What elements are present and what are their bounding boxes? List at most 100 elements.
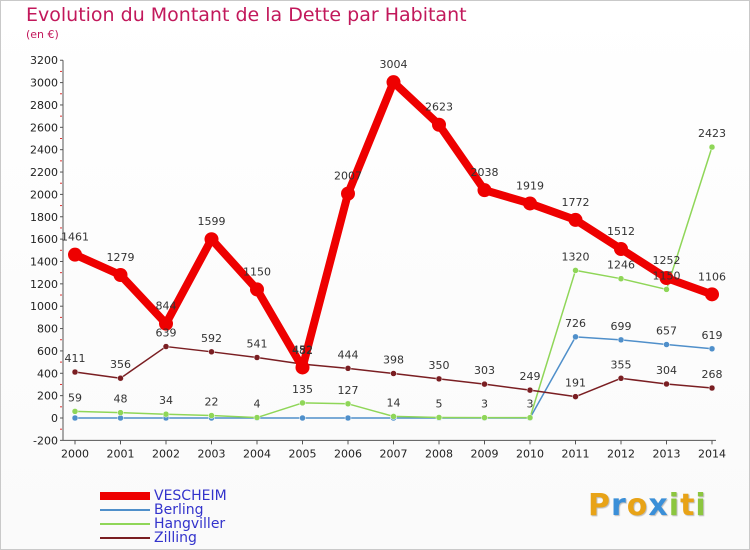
data-label-hangviller: 59: [68, 391, 82, 404]
data-point-zilling: [253, 354, 261, 361]
series-line-hangviller: [74, 146, 713, 419]
data-point-vescheim: [659, 271, 674, 286]
logo-letter: r: [611, 488, 627, 523]
data-point-hangviller: [390, 413, 397, 420]
x-tick-label: 2007: [380, 447, 408, 460]
data-label-vescheim: 2038: [471, 166, 499, 179]
data-label-vescheim: 844: [156, 300, 177, 313]
data-label-zilling: 304: [656, 364, 677, 377]
legend-item-zilling: Zilling: [100, 531, 197, 545]
data-label-hangviller: 135: [292, 383, 313, 396]
y-tick-label: 1000: [30, 300, 58, 313]
data-label-vescheim: 2623: [425, 101, 453, 114]
data-label-berling: 699: [611, 320, 632, 333]
x-tick-label: 2013: [653, 447, 681, 460]
legend-label-zilling: Zilling: [154, 530, 197, 546]
data-label-vescheim: 1772: [562, 196, 590, 209]
x-tick-label: 2011: [562, 447, 590, 460]
data-label-zilling: 249: [520, 370, 541, 383]
data-point-vescheim: [477, 183, 492, 198]
data-label-vescheim: 3004: [380, 58, 408, 71]
x-tick-label: 2003: [198, 447, 226, 460]
data-label-zilling: 411: [65, 352, 86, 365]
data-label-zilling: 592: [201, 332, 222, 345]
data-point-vescheim: [386, 75, 401, 90]
y-tick-label: 3200: [30, 54, 58, 67]
data-point-zilling: [208, 348, 215, 356]
x-tick-label: 2008: [425, 447, 453, 460]
y-tick-label: 1600: [30, 233, 58, 246]
data-point-zilling: [344, 365, 352, 372]
data-point-hangviller: [663, 286, 670, 293]
data-point-berling: [708, 345, 716, 353]
data-label-zilling: 303: [474, 364, 495, 377]
data-point-zilling: [117, 374, 124, 382]
data-label-vescheim: 1919: [516, 179, 544, 192]
data-point-berling: [572, 333, 579, 341]
y-tick-label: -200: [33, 434, 58, 447]
data-point-vescheim: [204, 232, 219, 247]
y-tick-label: 1800: [30, 211, 58, 224]
data-point-hangviller: [708, 143, 716, 151]
chart-subtitle: (en €): [26, 28, 59, 41]
logo-letter: x: [648, 488, 669, 523]
data-label-hangviller: 1150: [653, 269, 681, 282]
data-point-zilling: [71, 368, 79, 376]
data-point-berling: [617, 336, 625, 344]
data-point-vescheim: [705, 287, 719, 302]
proxiti-logo: Proxiti: [588, 488, 707, 523]
legend-item-hangviller: Hangviller: [100, 517, 225, 531]
data-label-vescheim: 1106: [698, 270, 726, 283]
y-tick-label: 2200: [30, 166, 58, 179]
data-point-berling: [299, 414, 306, 422]
data-label-hangviller: 2423: [698, 127, 726, 140]
data-label-vescheim: 1279: [107, 251, 135, 264]
data-point-hangviller: [117, 409, 124, 416]
data-point-vescheim: [113, 268, 128, 283]
y-tick-label: 600: [37, 345, 58, 358]
x-tick-label: 2014: [698, 447, 726, 460]
legend-label-hangviller: Hangviller: [154, 516, 226, 532]
data-label-hangviller: 48: [114, 393, 128, 406]
data-label-zilling: 398: [383, 354, 404, 367]
chart-title: Evolution du Montant de la Dette par Hab…: [26, 4, 467, 26]
data-label-hangviller: 3: [527, 398, 534, 411]
data-point-berling: [117, 414, 124, 422]
y-tick-label: 2000: [30, 188, 58, 201]
data-point-vescheim: [523, 196, 537, 211]
data-point-zilling: [617, 375, 625, 382]
data-point-zilling: [526, 386, 534, 394]
data-label-vescheim: 2007: [334, 170, 362, 183]
legend-swatch-berling: [100, 509, 150, 511]
y-tick-label: 1200: [30, 278, 58, 291]
data-point-hangviller: [344, 400, 352, 408]
data-label-hangviller: 5: [436, 397, 443, 410]
data-label-vescheim: 452: [292, 343, 313, 356]
legend-item-berling: Berling: [100, 503, 204, 517]
data-label-vescheim: 1599: [198, 215, 226, 228]
data-point-hangviller: [572, 267, 579, 274]
data-label-zilling: 444: [338, 348, 359, 361]
y-tick-label: 3000: [30, 77, 58, 90]
logo-letter: i: [668, 488, 681, 523]
data-label-hangviller: 3: [481, 398, 488, 411]
x-tick-label: 2000: [61, 447, 89, 460]
data-label-hangviller: 4: [254, 398, 261, 411]
data-point-zilling: [663, 380, 670, 388]
data-label-zilling: 356: [110, 358, 131, 371]
data-label-hangviller: 34: [159, 394, 173, 407]
data-point-vescheim: [568, 212, 583, 227]
data-point-vescheim: [432, 117, 446, 132]
data-label-zilling: 268: [702, 368, 723, 381]
data-point-berling: [71, 414, 79, 422]
data-label-zilling: 191: [565, 377, 586, 390]
data-point-zilling: [162, 343, 170, 350]
logo-letter: P: [588, 488, 611, 523]
data-label-berling: 726: [565, 317, 586, 330]
legend-swatch-hangviller: [100, 523, 150, 525]
x-tick-label: 2006: [334, 447, 362, 460]
data-label-hangviller: 127: [338, 384, 359, 397]
y-tick-label: 200: [37, 390, 58, 403]
data-point-hangviller: [71, 408, 79, 415]
